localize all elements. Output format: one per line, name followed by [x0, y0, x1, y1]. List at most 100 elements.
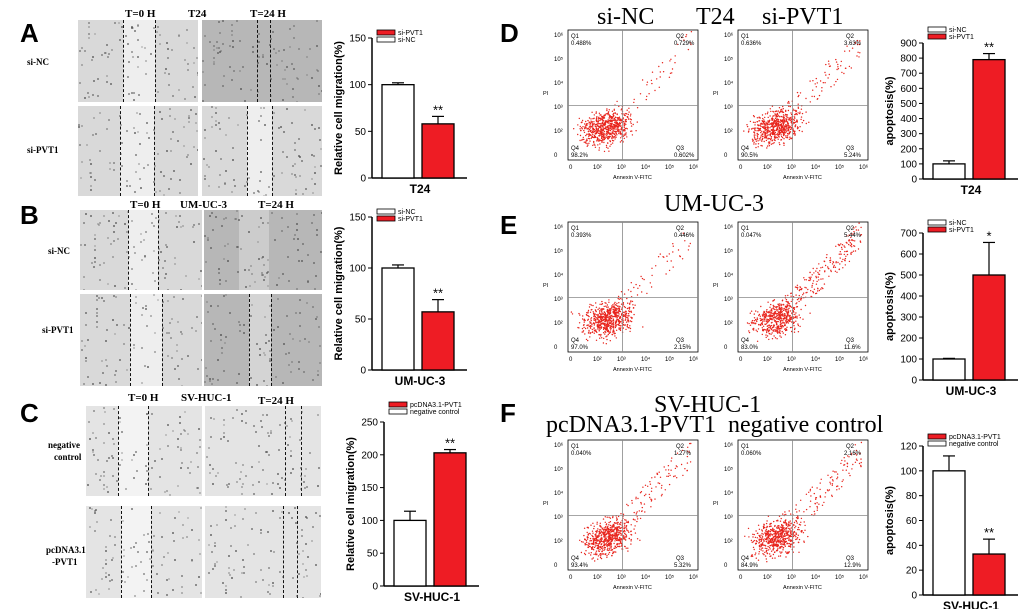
cell-speck — [173, 296, 176, 299]
cell-speck — [277, 127, 280, 130]
flow-event — [843, 72, 845, 75]
flow-event — [585, 123, 588, 125]
flow-ytick: 10³ — [724, 297, 733, 303]
flow-event — [587, 130, 590, 133]
cell-speck — [91, 59, 94, 62]
cell-speck — [223, 181, 226, 184]
flow-event — [837, 68, 840, 70]
cell-speck — [311, 378, 314, 381]
cell-speck — [186, 516, 189, 519]
flow-event — [606, 108, 608, 110]
flow-event — [586, 538, 589, 540]
flow-event — [765, 314, 767, 316]
flow-event — [748, 128, 750, 130]
cell-speck — [294, 175, 297, 178]
flow-event — [589, 332, 591, 335]
cell-speck — [94, 529, 97, 532]
flow-event — [689, 442, 691, 445]
flow-event — [790, 112, 792, 114]
flow-event — [601, 319, 603, 322]
flow-event — [604, 528, 606, 531]
flow-event — [775, 137, 777, 139]
flow-event — [671, 68, 674, 70]
flow-event — [842, 267, 844, 269]
flow-event — [583, 324, 585, 326]
cell-speck — [87, 95, 90, 98]
flow-event — [853, 245, 856, 247]
flow-event — [604, 120, 606, 122]
cell-speck — [296, 228, 299, 231]
flow-event — [778, 325, 780, 327]
cell-speck — [168, 321, 171, 324]
flow-event — [780, 120, 783, 123]
cell-speck — [310, 76, 313, 79]
flow-event — [773, 330, 775, 332]
cell-speck — [231, 416, 234, 419]
flow-q2-label: Q2 — [846, 226, 855, 232]
flow-event — [663, 256, 665, 258]
flow-event — [601, 311, 603, 313]
cell-speck — [275, 51, 278, 54]
flow-event — [857, 229, 860, 231]
cell-speck — [238, 478, 241, 481]
flow-event — [623, 536, 625, 538]
flow-event — [770, 136, 773, 138]
flow-event — [770, 333, 772, 335]
flow-event — [610, 128, 612, 131]
flow-event — [605, 305, 607, 307]
flow-q2-value: 0.446% — [674, 233, 695, 239]
cell-speck — [194, 121, 197, 124]
flow-xtick: 0 — [739, 165, 743, 171]
flow-event — [636, 520, 638, 523]
flow-event — [623, 124, 626, 127]
cell-speck — [158, 475, 161, 478]
flow-event — [589, 325, 592, 327]
cell-speck — [114, 333, 117, 336]
cell-speck — [255, 512, 258, 515]
cell-speck — [224, 591, 227, 594]
flow-event — [608, 319, 610, 321]
cell-speck — [211, 468, 214, 471]
cell-speck — [242, 323, 245, 326]
cell-speck — [124, 487, 127, 490]
flow-event — [596, 120, 598, 123]
flow-event — [785, 300, 787, 303]
flow-event — [781, 533, 783, 536]
flow-event — [689, 42, 691, 44]
cell-speck — [300, 487, 303, 490]
flow-event — [841, 71, 843, 74]
cell-speck — [209, 417, 212, 420]
flow-event — [754, 129, 756, 132]
flow-event — [757, 311, 759, 313]
flow-event — [690, 43, 692, 46]
cell-speck — [203, 177, 206, 180]
flow-event — [588, 324, 590, 326]
flow-event — [583, 534, 585, 537]
cell-speck — [219, 49, 222, 52]
flow-event — [809, 279, 811, 282]
flow-event — [782, 332, 784, 334]
flow-event — [795, 536, 797, 538]
flow-event — [624, 318, 627, 320]
flow-event — [767, 134, 769, 136]
cell-speck — [215, 46, 218, 49]
flow-event — [786, 312, 788, 314]
flow-event — [767, 138, 769, 140]
cell-speck — [100, 296, 103, 299]
cell-speck — [78, 49, 81, 52]
flow-event — [630, 533, 632, 536]
cell-speck — [284, 421, 287, 424]
cell-speck — [302, 481, 305, 484]
flow-event — [600, 555, 602, 557]
cell-speck — [199, 553, 202, 556]
flow-event — [593, 315, 595, 317]
flow-event — [785, 306, 787, 309]
cell-speck — [105, 359, 108, 362]
flow-event — [595, 310, 597, 313]
flow-event — [850, 233, 852, 235]
flow-event — [854, 240, 856, 242]
flow-event — [603, 132, 605, 134]
cell-speck — [100, 54, 103, 57]
cell-speck — [206, 300, 209, 303]
cell-speck — [249, 264, 252, 267]
